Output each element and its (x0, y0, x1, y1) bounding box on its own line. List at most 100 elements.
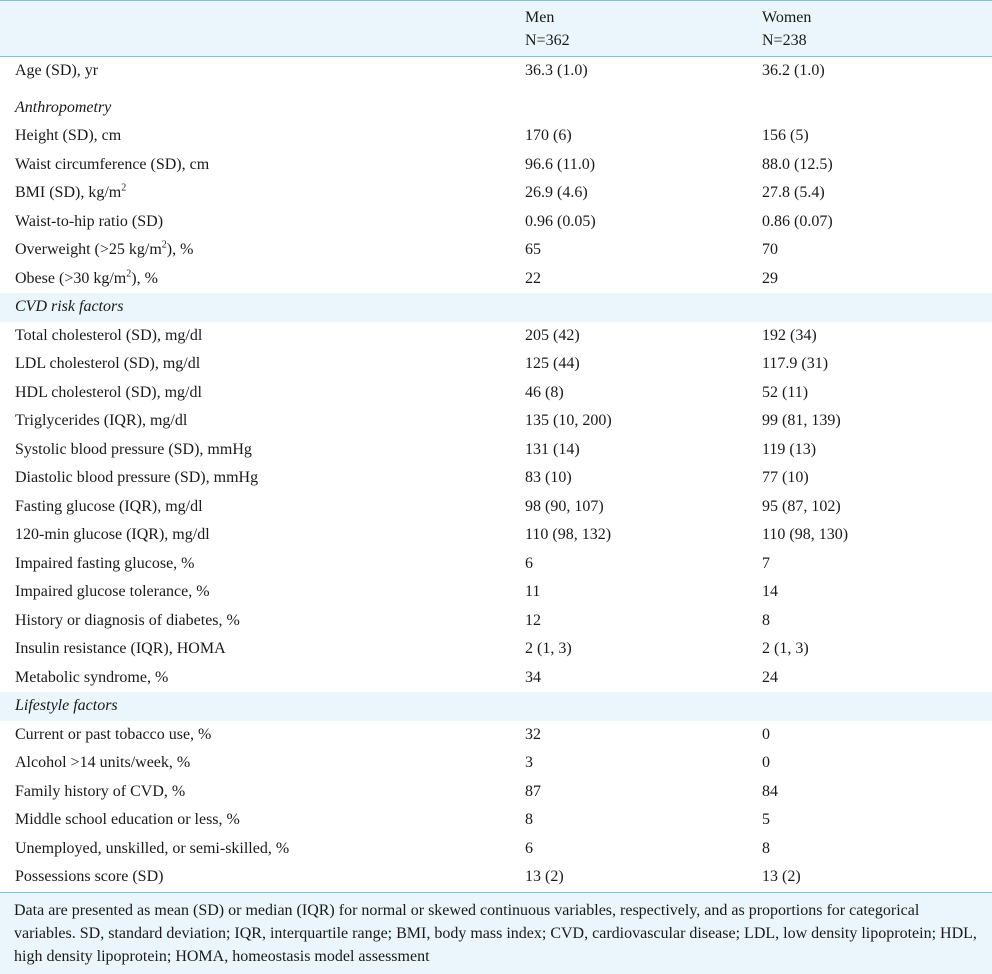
section-row: CVD risk factors (0, 293, 992, 322)
women-value: 29 (762, 269, 778, 287)
table-row: Alcohol >14 units/week, % 3 0 (0, 749, 992, 778)
table-row: Systolic blood pressure (SD), mmHg 131 (1… (0, 436, 992, 465)
row-label-text: Possessions score (SD) (15, 868, 164, 886)
table-row: Total cholesterol (SD), mg/dl 205 (42) 192… (0, 322, 992, 351)
women-value: 8 (762, 611, 770, 629)
table-row: Possessions score (SD) 13 (2) 13 (2) (0, 863, 992, 892)
men-value: 46 (8) (525, 383, 564, 401)
table-row: Diastolic blood pressure (SD), mmHg 83 (1… (0, 464, 992, 493)
row-label: Unemployed, unskilled, or semi-skilled, … (0, 835, 515, 864)
men-value: 135 (10, 200) (525, 412, 612, 430)
men-value: 22 (525, 269, 541, 287)
men-value: 8 (525, 811, 533, 829)
table-header-row: Men N=362 Women N=238 (0, 0, 992, 57)
men-value: 96.6 (11.0) (525, 155, 596, 173)
section-heading: CVD risk factors (15, 298, 124, 316)
men-value: 6 (525, 554, 533, 572)
section-heading: Anthropometry (15, 99, 112, 116)
row-label: Obese (>30 kg/m2), % (0, 265, 515, 294)
row-label: Diastolic blood pressure (SD), mmHg (0, 464, 515, 493)
row-label-text: Impaired glucose tolerance, % (15, 583, 210, 601)
row-label-text: BMI (SD), kg/m (15, 184, 122, 202)
row-label-text: Diastolic blood pressure (SD), mmHg (15, 469, 259, 487)
men-value: 12 (525, 611, 541, 629)
table-row: Waist-to-hip ratio (SD) 0.96 (0.05) 0.86 (… (0, 208, 992, 237)
row-label: BMI (SD), kg/m2 (0, 179, 515, 208)
row-label: Fasting glucose (IQR), mg/dl (0, 493, 515, 522)
table-body: Age (SD), yr 36.3 (1.0) 36.2 (1.0) Anthropo… (0, 57, 992, 892)
women-value: 13 (2) (762, 868, 801, 886)
row-label: Family history of CVD, % (0, 778, 515, 807)
section-row: Anthropometry (0, 85, 992, 122)
table-row: Waist circumference (SD), cm 96.6 (11.0) 8… (0, 151, 992, 180)
row-label-text: Metabolic syndrome, % (15, 668, 169, 686)
row-label: Alcohol >14 units/week, % (0, 749, 515, 778)
table-row: Insulin resistance (IQR), HOMA 2 (1, 3) 2 … (0, 635, 992, 664)
row-label: Age (SD), yr (0, 57, 515, 86)
men-value: 83 (10) (525, 469, 572, 487)
table-row: Overweight (>25 kg/m2), % 65 70 (0, 236, 992, 265)
header-men-n: N=362 (525, 32, 570, 49)
table-row: Height (SD), cm 170 (6) 156 (5) (0, 122, 992, 151)
row-label-text: Total cholesterol (SD), mg/dl (15, 326, 203, 344)
table-row: Metabolic syndrome, % 34 24 (0, 664, 992, 693)
row-label-text: Fasting glucose (IQR), mg/dl (15, 497, 203, 515)
women-value: 36.2 (1.0) (762, 62, 825, 79)
men-value: 131 (14) (525, 440, 580, 458)
men-value: 36.3 (1.0) (525, 62, 588, 79)
men-value: 2 (1, 3) (525, 640, 572, 658)
women-value: 0 (762, 754, 770, 772)
row-label-superscript: 2 (121, 182, 127, 194)
row-label: Triglycerides (IQR), mg/dl (0, 407, 515, 436)
women-value: 119 (13) (762, 440, 817, 458)
row-label-superscript: 2 (126, 268, 132, 280)
table-row: BMI (SD), kg/m2 26.9 (4.6) 27.8 (5.4) (0, 179, 992, 208)
row-label-text: History or diagnosis of diabetes, % (15, 611, 240, 629)
row-label: Possessions score (SD) (0, 863, 515, 892)
row-label-text: Overweight (>25 kg/m (15, 241, 162, 259)
women-value: 77 (10) (762, 469, 809, 487)
section-heading: Lifestyle factors (15, 697, 118, 715)
men-value: 3 (525, 754, 533, 772)
row-label: HDL cholesterol (SD), mg/dl (0, 379, 515, 408)
row-label-text: 120-min glucose (IQR), mg/dl (15, 526, 210, 544)
header-label-cell (0, 1, 515, 57)
women-value: 2 (1, 3) (762, 640, 809, 658)
row-label: Total cholesterol (SD), mg/dl (0, 322, 515, 351)
characteristics-table: Men N=362 Women N=238 Age (SD), yr 36.3 (… (0, 0, 992, 892)
table-row: Unemployed, unskilled, or semi-skilled, … (0, 835, 992, 864)
men-value: 110 (98, 132) (525, 526, 612, 544)
row-label: Height (SD), cm (0, 122, 515, 151)
women-value: 8 (762, 839, 770, 857)
row-label: Impaired fasting glucose, % (0, 550, 515, 579)
women-value: 99 (81, 139) (762, 412, 841, 430)
row-label-text: Family history of CVD, % (15, 782, 186, 800)
women-value: 156 (5) (762, 127, 809, 145)
table-row: Fasting glucose (IQR), mg/dl 98 (90, 107)… (0, 493, 992, 522)
women-value: 0.86 (0.07) (762, 212, 833, 230)
table-row: Obese (>30 kg/m2), % 22 29 (0, 265, 992, 294)
women-value: 0 (762, 725, 770, 743)
row-label-text: Age (SD), yr (15, 62, 99, 79)
row-label-text: Systolic blood pressure (SD), mmHg (15, 440, 252, 458)
row-label-text: LDL cholesterol (SD), mg/dl (15, 355, 201, 373)
header-men-label: Men (525, 9, 555, 26)
row-label-text: Current or past tobacco use, % (15, 725, 212, 743)
women-value: 110 (98, 130) (762, 526, 849, 544)
row-label: Waist-to-hip ratio (SD) (0, 208, 515, 237)
row-label-suffix: ), % (166, 241, 194, 259)
header-women-n: N=238 (762, 32, 807, 49)
row-label-text: Triglycerides (IQR), mg/dl (15, 412, 188, 430)
men-value: 87 (525, 782, 541, 800)
row-label: Insulin resistance (IQR), HOMA (0, 635, 515, 664)
section-row: Lifestyle factors (0, 692, 992, 721)
row-label: 120-min glucose (IQR), mg/dl (0, 521, 515, 550)
men-value: 65 (525, 241, 541, 259)
men-value: 6 (525, 839, 533, 857)
table-row: Impaired glucose tolerance, % 11 14 (0, 578, 992, 607)
men-value: 0.96 (0.05) (525, 212, 596, 230)
men-value: 26.9 (4.6) (525, 184, 588, 202)
women-value: 27.8 (5.4) (762, 184, 825, 202)
table-row: Current or past tobacco use, % 32 0 (0, 721, 992, 750)
